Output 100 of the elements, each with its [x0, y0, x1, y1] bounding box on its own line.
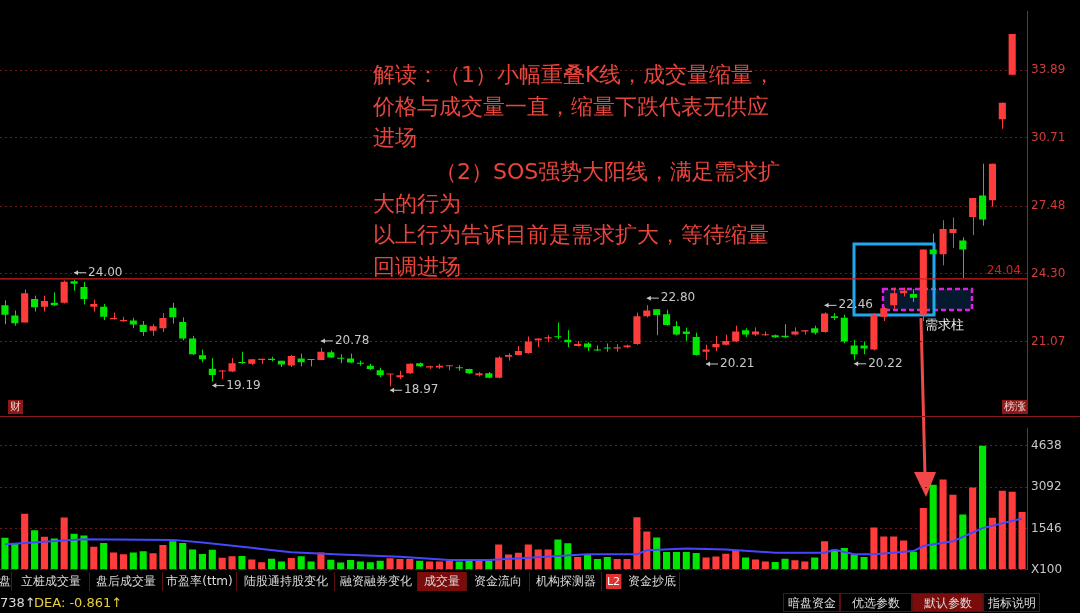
- candlestick: [169, 302, 177, 325]
- candlestick: [189, 335, 197, 356]
- bar: [682, 551, 690, 570]
- text: 738↑: [0, 594, 36, 612]
- text: 立桩成交量: [12, 572, 90, 591]
- bar: [248, 559, 256, 570]
- candlestick: [653, 308, 661, 336]
- bar: [524, 544, 532, 570]
- candlestick: [969, 197, 977, 236]
- bar: [475, 560, 483, 570]
- candlestick: [179, 316, 187, 341]
- bar: [672, 551, 680, 570]
- y-tick-label: 4638: [1031, 438, 1062, 453]
- bar: [386, 558, 394, 570]
- bar: [1, 537, 9, 570]
- bar: [169, 541, 177, 570]
- annotation: 解读：（1）小幅重叠K线，成交量缩量，价格与成交量一直，缩量下跌代表无供应进场: [373, 61, 777, 152]
- bar: [791, 560, 799, 570]
- bar: [159, 544, 167, 570]
- bar: [396, 559, 404, 570]
- bar: [781, 558, 789, 570]
- candlestick: [603, 342, 611, 353]
- annotation: 19.19: [226, 377, 261, 392]
- bar: [228, 556, 236, 570]
- bar: [751, 559, 759, 570]
- candlestick: [386, 373, 394, 387]
- text: 市盈率(ttm): [163, 572, 237, 591]
- bar: [722, 553, 730, 570]
- bar: [139, 551, 147, 570]
- y-tick-label: X100: [1031, 561, 1063, 576]
- bar: [1018, 512, 1026, 570]
- bar: [218, 557, 226, 570]
- bar: [110, 552, 118, 570]
- bar: [40, 536, 48, 570]
- text: 暗盘资金: [783, 593, 840, 612]
- bar: [90, 546, 98, 570]
- bar: [495, 544, 503, 570]
- candlestick: [821, 311, 829, 334]
- text: 盘后成交量: [90, 572, 163, 591]
- annotation: （2）SOS强势大阳线，满足需求扩大的行为: [373, 158, 782, 218]
- bar: [149, 553, 157, 570]
- bar: [742, 557, 750, 570]
- bar: [179, 543, 187, 570]
- bar: [11, 543, 19, 570]
- bar: [189, 549, 197, 570]
- annotation: 18.97: [404, 382, 439, 397]
- annotation: 24.00: [88, 264, 123, 279]
- bar: [119, 554, 127, 570]
- text: 资金抄底: [624, 572, 680, 591]
- annotation: 20.78: [334, 333, 370, 348]
- candlestick: [761, 330, 769, 337]
- bar: [347, 559, 355, 570]
- y-tick-label: 1546: [1031, 520, 1062, 535]
- bar: [406, 559, 414, 570]
- candlestick: [840, 314, 848, 344]
- bar: [327, 559, 335, 570]
- text: 默认参数: [912, 593, 983, 612]
- bar: [366, 562, 374, 570]
- bar: [821, 541, 829, 570]
- bar: [949, 494, 957, 570]
- bar: [653, 537, 661, 570]
- text: 优选参数: [840, 593, 912, 612]
- bar: [692, 552, 700, 570]
- annotation: 榜涨: [1002, 400, 1028, 414]
- candlestick: [929, 233, 937, 265]
- bar: [258, 562, 266, 570]
- candlestick: [692, 332, 700, 357]
- bar: [603, 556, 611, 570]
- bar: [208, 549, 216, 570]
- text: 成交量: [418, 572, 467, 591]
- bar: [485, 560, 493, 570]
- bar: [129, 552, 137, 570]
- annotation: 20.22: [868, 355, 903, 370]
- annotation: 以上行为告诉目前是需求扩大，等待缩量回调进场: [373, 221, 770, 281]
- bar: [939, 479, 947, 570]
- bar: [712, 556, 720, 570]
- bar: [998, 490, 1006, 570]
- bar: [613, 559, 621, 570]
- text: DEA: -0.861↑: [34, 594, 124, 612]
- bar: [554, 539, 562, 570]
- bar: [979, 445, 987, 570]
- bar: [465, 560, 473, 570]
- bar: [21, 513, 29, 570]
- bar: [969, 487, 977, 570]
- bar: [959, 514, 967, 570]
- bar: [919, 508, 927, 570]
- bar: [574, 556, 582, 570]
- bar: [633, 517, 641, 570]
- bar: [771, 562, 779, 570]
- text: 融资融券变化: [335, 572, 418, 591]
- y-tick-label: 3092: [1031, 479, 1062, 494]
- bar: [811, 557, 819, 570]
- candlestick: [850, 339, 858, 361]
- bar: [70, 533, 78, 570]
- text: L2: [606, 574, 622, 589]
- annotation: 财: [8, 400, 23, 414]
- bar: [445, 560, 453, 570]
- bar: [988, 517, 996, 570]
- bar: [416, 560, 424, 570]
- bar: [31, 530, 39, 570]
